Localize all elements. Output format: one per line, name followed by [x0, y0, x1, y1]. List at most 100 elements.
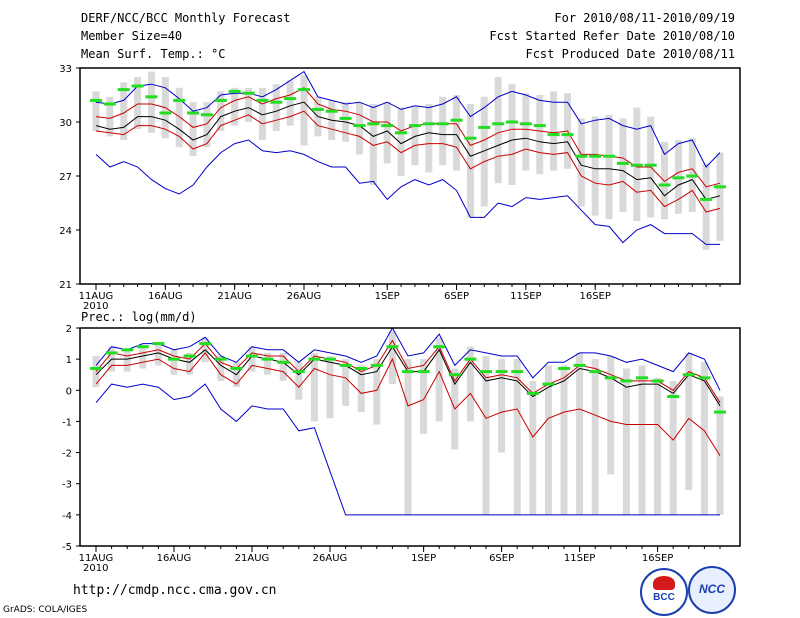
prec-observed-marker	[152, 342, 165, 346]
prec-observed-marker	[386, 345, 399, 349]
temp-observed-marker	[422, 122, 435, 126]
temp-ensemble-mean-line	[95, 101, 721, 200]
prec-ensemble-box	[310, 352, 318, 422]
prec-observed-marker	[292, 370, 305, 374]
prec-y-tick-label: 0	[66, 386, 72, 397]
temp-observed-marker	[228, 89, 241, 93]
prec-observed-marker	[90, 366, 102, 370]
temp-observed-marker	[575, 154, 588, 158]
temp-observed-marker	[173, 98, 186, 102]
prec-y-tick-label: 1	[66, 355, 72, 366]
prec-ensemble-box	[404, 359, 412, 515]
temp-ensemble-box	[383, 102, 391, 164]
temp-observed-marker	[270, 100, 283, 104]
prec-ensemble-box	[420, 359, 428, 434]
temp-observed-marker	[145, 95, 158, 99]
temp-observed-marker	[159, 111, 172, 115]
prec-x-tick-label: 16AUG	[157, 553, 192, 564]
prec-ensemble-box	[373, 359, 381, 425]
prec-observed-marker	[230, 366, 243, 370]
prec-observed-marker	[573, 363, 586, 367]
forecast-started-date: Fcst Started Refer Date 2010/08/10	[489, 29, 735, 43]
temp-observed-marker	[561, 133, 574, 137]
prec-observed-marker	[183, 354, 196, 358]
temp-ensemble-box	[411, 105, 419, 166]
temp-x-tick-label: 11AUG	[79, 291, 114, 302]
prec-observed-marker	[589, 370, 602, 374]
prec-observed-marker	[339, 363, 352, 367]
temp-ensemble-box	[522, 93, 530, 171]
prec-observed-marker	[136, 345, 149, 349]
prec-observed-marker	[214, 357, 227, 361]
temp-observed-marker	[450, 118, 463, 122]
temp-observed-marker	[436, 122, 449, 126]
temp-observed-marker	[672, 176, 685, 180]
temp-ensemble-box	[134, 77, 142, 130]
ncc-logo-text: NCC	[699, 582, 725, 596]
prec-observed-marker	[448, 373, 461, 377]
prec-observed-marker	[698, 376, 711, 380]
temp-observed-marker	[603, 154, 616, 158]
temp-observed-marker	[200, 113, 213, 117]
temp-observed-marker	[644, 163, 657, 167]
temp-ensemble-box	[702, 163, 710, 250]
temp-observed-marker	[478, 125, 491, 129]
prec-ensemble-box	[669, 380, 677, 515]
prec-x-year-label: 2010	[83, 563, 108, 574]
precip-label: Prec.: log(mm/d)	[81, 310, 197, 324]
website-url[interactable]: http://cmdp.ncc.cma.gov.cn	[73, 583, 277, 598]
temp-observed-marker	[547, 133, 560, 137]
temp-ensemble-box	[147, 71, 155, 133]
prec-observed-marker	[714, 410, 726, 414]
prec-observed-marker	[261, 357, 274, 361]
prec-observed-marker	[464, 357, 477, 361]
temp-ensemble-box	[217, 91, 225, 131]
temp-observed-marker	[492, 122, 505, 126]
prec-x-tick-label: 1SEP	[411, 553, 436, 564]
temp-observed-marker	[325, 109, 338, 113]
prec-ensemble-box	[357, 365, 365, 413]
temp-observed-marker	[589, 154, 602, 158]
prec-y-tick-label: 2	[66, 324, 72, 335]
temp-observed-marker	[187, 111, 200, 115]
temp-observed-marker	[256, 98, 269, 102]
temp-y-tick-label: 33	[59, 64, 72, 75]
prec-ensemble-box	[466, 346, 474, 422]
temp-observed-marker	[339, 116, 352, 120]
prec-ensemble-box	[529, 380, 537, 515]
temp-observed-marker	[367, 122, 380, 126]
prec-observed-marker	[604, 376, 617, 380]
temp-panel: 21 24 27 30 33 11AUG 16AUG 21AUG 26AUG 1SEP 6SEP 11…	[59, 64, 741, 312]
prec-y-tick-label: -4	[62, 511, 72, 522]
temp-x-tick-label: 6SEP	[444, 291, 469, 302]
prec-x-tick-label: 11SEP	[564, 553, 595, 564]
temp-observed-marker	[131, 84, 144, 88]
temp-ensemble-box	[716, 152, 724, 241]
prec-x-tick-label: 26AUG	[313, 553, 348, 564]
prec-y-tick-label: -2	[62, 449, 72, 460]
temp-observed-marker	[519, 122, 532, 126]
temp-ensemble-box	[245, 87, 253, 122]
prec-observed-marker	[682, 373, 695, 377]
temp-x-tick-label: 16SEP	[579, 291, 610, 302]
temp-ensemble-box	[92, 91, 100, 131]
temp-ensemble-box	[106, 96, 114, 137]
prec-observed-marker	[121, 348, 134, 352]
temp-x-tick-label: 1SEP	[375, 291, 400, 302]
prec-observed-marker	[636, 376, 648, 380]
prec-ensemble-box	[326, 356, 334, 419]
prec-frame	[79, 327, 741, 547]
prec-observed-marker	[308, 357, 321, 361]
temp-ensemble-box	[203, 102, 211, 148]
prec-observed-marker	[105, 351, 118, 355]
prec-ensemble-box	[342, 359, 350, 406]
temp-ensemble-box	[591, 116, 599, 216]
temp-x-tick-label: 21AUG	[217, 291, 252, 302]
prec-ensemble-box	[154, 343, 162, 366]
prec-ensemble-box	[685, 352, 693, 490]
prec-x-tick-label: 16SEP	[642, 553, 673, 564]
prec-x-tick-label: 11AUG	[79, 553, 114, 564]
temp-observed-marker	[242, 91, 255, 95]
prec-max-envelope-line	[95, 326, 721, 391]
prec-ensemble-box	[170, 349, 178, 375]
